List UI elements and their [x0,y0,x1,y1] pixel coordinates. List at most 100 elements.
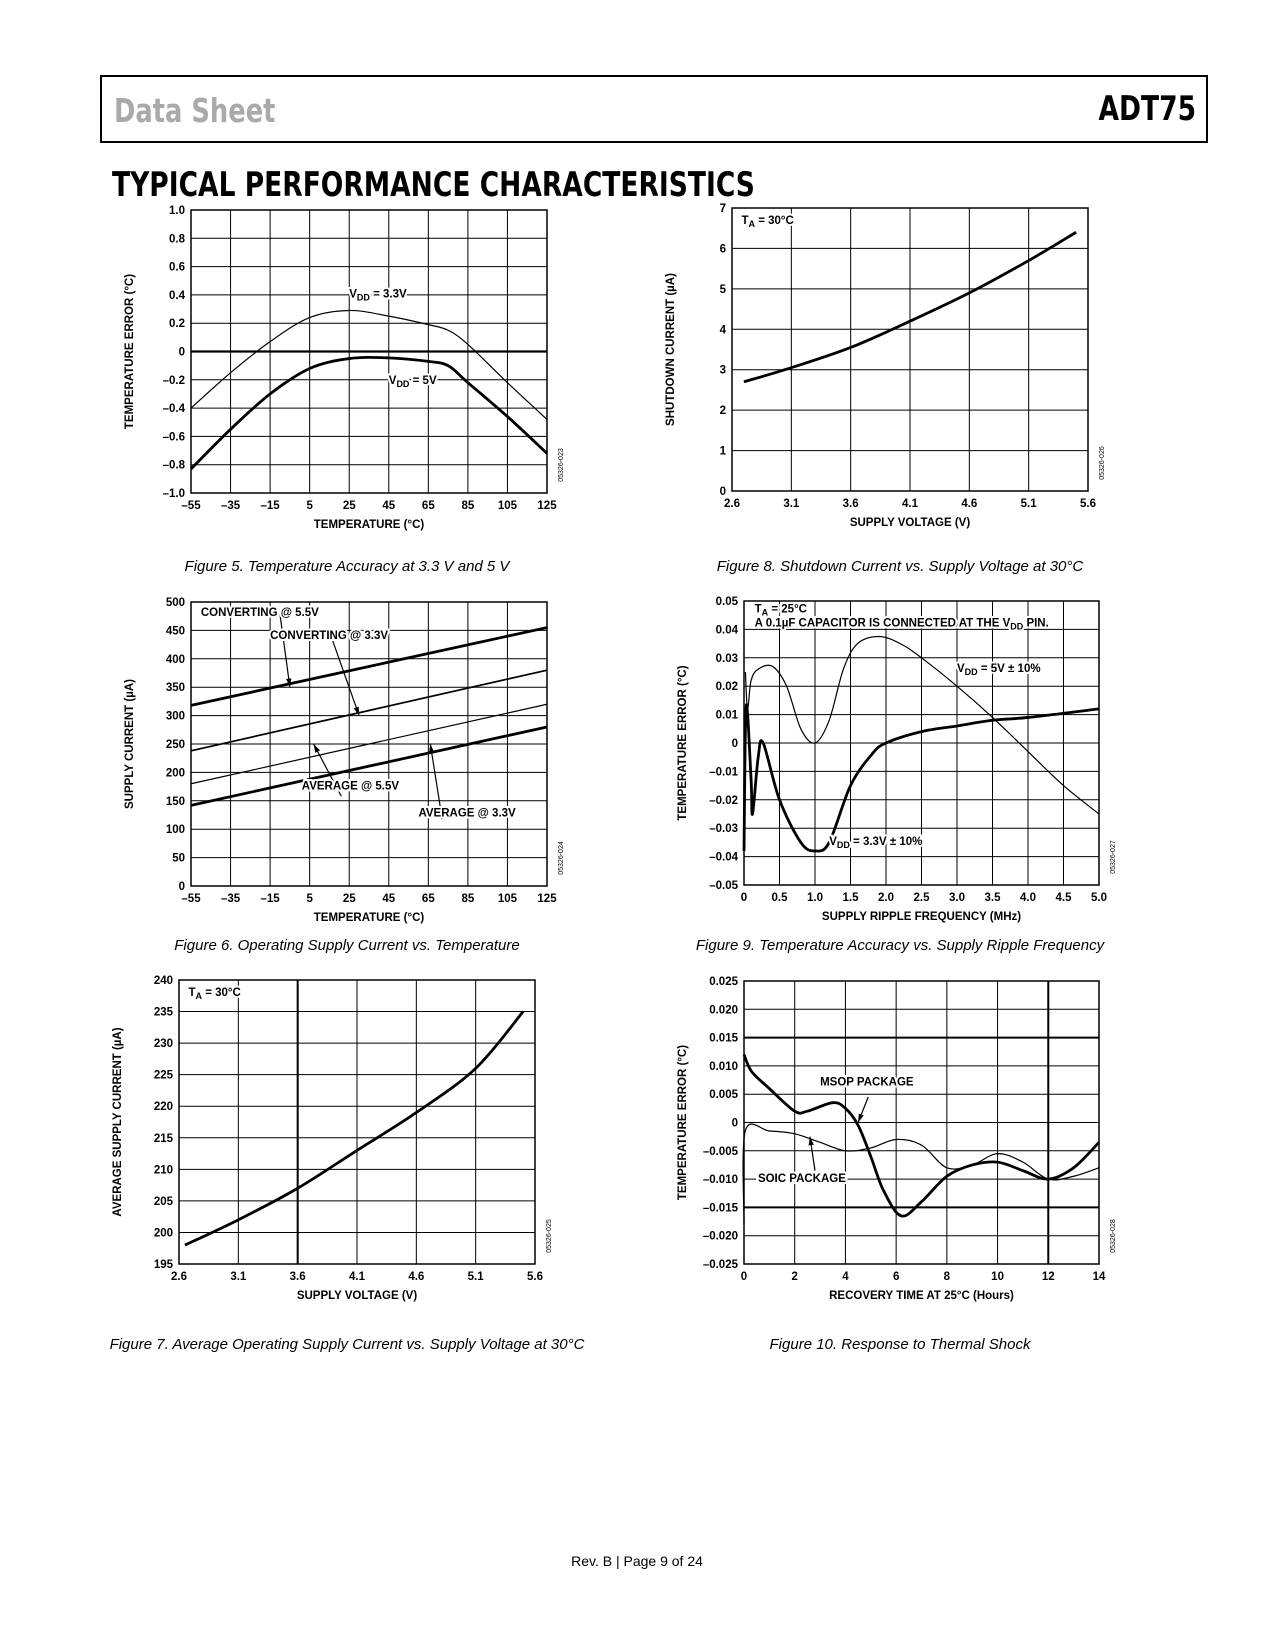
x-tick-label: 2 [792,1271,798,1283]
chart-figure-7: 2.6 3.1 3.6 4.1 4.6 5.1 5.6 195 200 205 210 215 220 2… [112,975,553,1302]
y-tick-label: 1 [720,446,727,458]
x-tick-label: –15 [261,893,281,905]
series-line [184,1010,525,1247]
plot-frame [178,979,536,1265]
x-tick-label: 2.6 [171,1271,187,1283]
y-tick-label: 205 [154,1196,174,1208]
annotation-main: V [957,663,965,675]
annotation-main: V [349,289,357,301]
arrowhead-icon [808,1136,814,1146]
y-tick-label: 3 [720,365,726,377]
y-tick-label: 2 [720,405,726,417]
y-tick-label: 400 [166,654,185,666]
x-tick-label: 3.6 [843,498,859,510]
x-tick-label: 3.5 [985,892,1002,904]
figure-code: 05326-023 [558,448,565,482]
arrowhead-icon [286,678,292,688]
x-axis-label: SUPPLY VOLTAGE (V) [297,1290,418,1302]
x-axis-label: TEMPERATURE (°C) [314,912,425,924]
arrowhead-icon [858,1113,864,1123]
x-tick-label: –15 [261,500,281,512]
annotation-main: T [188,987,195,999]
x-tick-label: 105 [498,893,518,905]
y-tick-label: 6 [720,243,726,255]
annotation-label: AVERAGE @ 5.5V [302,780,400,792]
y-tick-label: 0 [720,486,726,498]
series-line [190,725,548,807]
x-tick-label: 5.0 [1091,892,1107,904]
y-axis-label: SHUTDOWN CURRENT (µA) [665,273,677,426]
y-tick-label: 0.020 [709,1004,738,1016]
annotation-main: T [755,603,762,615]
annotation-label: TA = 30°C [741,215,793,229]
y-tick-label: 0.03 [716,653,738,665]
y-tick-label: –1.0 [163,488,185,500]
figure-8-caption: Figure 8. Shutdown Current vs. Supply Vo… [716,558,1084,575]
series-line [744,635,1100,815]
x-axis-label: TEMPERATURE (°C) [314,519,425,531]
x-tick-label: 25 [343,500,356,512]
y-tick-label: 0.6 [169,262,185,274]
x-tick-label: 3.0 [949,892,965,904]
annotation-label: MSOP PACKAGE [820,1077,914,1089]
annotation-rest: = 25°C [768,603,807,615]
annotation-label: TA = 25°C [755,603,807,617]
y-tick-label: 0.015 [709,1033,738,1045]
y-tick-label: –0.05 [709,880,738,892]
leader-line [279,614,291,688]
x-tick-label: 0 [741,1271,747,1283]
y-tick-label: 300 [166,711,185,723]
header-doc-type: Data Sheet [114,91,276,130]
x-tick-label: 3.6 [290,1271,306,1283]
x-tick-label: –35 [221,500,241,512]
y-tick-label: 150 [166,796,185,808]
x-tick-label: 125 [537,893,557,905]
y-tick-label: 240 [154,975,173,987]
annotation-label: SOIC PACKAGE [758,1173,846,1185]
y-tick-label: –0.020 [703,1231,738,1243]
series-line [190,309,548,420]
annotation-main: CONVERTING @ 5.5V [201,607,319,619]
x-tick-label: 4.0 [1020,892,1036,904]
plot-frame [731,207,1089,492]
arrowhead-icon [429,744,435,753]
annotation-label: CONVERTING @ 5.5V [201,607,319,619]
annotation-main: CONVERTING @ 3.3V [270,630,388,642]
y-tick-label: 0.05 [716,596,739,608]
y-tick-label: –0.005 [703,1146,739,1158]
x-tick-label: 65 [422,893,435,905]
figure-code: 05326-028 [1110,1219,1117,1253]
chart-figure-10: 0 2 4 6 8 10 12 14 –0.025 –0.020 –0.015 –0.010 –0.00… [677,976,1117,1302]
annotation-rest: = 3.3V [370,289,407,301]
x-tick-label: 65 [422,500,435,512]
annotation-subscript: DD [396,379,409,389]
y-tick-label: 250 [166,739,185,751]
figure-6-caption: Figure 6. Operating Supply Current vs. T… [174,937,520,954]
y-tick-label: 200 [154,1227,173,1239]
x-tick-label: 4.6 [961,498,977,510]
y-tick-label: 235 [154,1007,174,1019]
section-title: TYPICAL PERFORMANCE CHARACTERISTICS [112,165,755,205]
x-tick-label: –35 [221,893,241,905]
y-tick-label: 0.01 [716,710,739,722]
annotation-label: VDD = 3.3V ± 10% [829,836,922,850]
y-tick-label: 0.4 [169,290,186,302]
annotation-label: AVERAGE @ 3.3V [418,808,516,820]
y-tick-label: –0.02 [709,795,738,807]
series-line [742,1054,1101,1218]
y-tick-label: 0 [179,347,185,359]
x-tick-label: 0 [741,892,747,904]
x-tick-label: 105 [498,500,518,512]
arrowhead-icon [313,744,320,753]
figure-code: 05326-024 [558,841,565,875]
arrowhead-icon [353,706,360,716]
x-tick-label: 5 [306,893,313,905]
x-tick-label: 4.1 [349,1271,366,1283]
x-tick-label: 3.1 [783,498,800,510]
y-tick-label: 220 [154,1101,173,1113]
y-tick-label: –0.015 [703,1202,739,1214]
y-tick-label: –0.01 [709,766,738,778]
x-tick-label: 10 [991,1271,1004,1283]
figure-7-caption: Figure 7. Average Operating Supply Curre… [109,1336,585,1353]
